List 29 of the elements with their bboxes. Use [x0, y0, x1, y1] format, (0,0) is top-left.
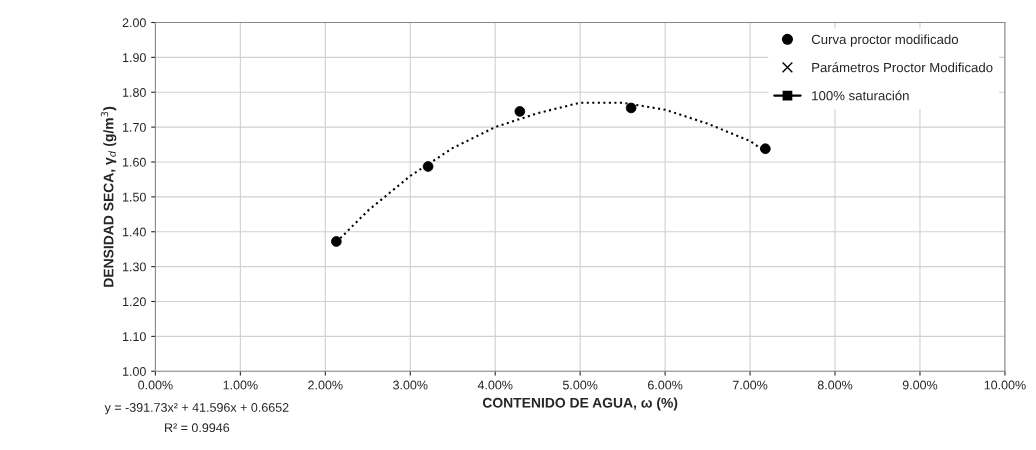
x-axis-title: CONTENIDO DE AGUA, ω (%)	[482, 397, 678, 411]
y-axis-title: DENSIDAD SECA, γ$_{d}$ (g/m$^{3}$)	[100, 106, 117, 287]
text: y = -391.73x² + 41.596x + 0.6652	[104, 403, 289, 415]
legend-label: Curva proctor modificado	[811, 34, 959, 47]
text: R² = 0.9946	[165, 423, 230, 433]
y-tick-label: 2.00	[122, 18, 146, 28]
y-tick-label: 1.50	[123, 192, 146, 202]
x-tick-label: 1.00%	[223, 380, 258, 390]
x-tick-label: 10.00%	[984, 380, 1026, 390]
x-tick-label: 4.00%	[477, 380, 513, 390]
x-tick-label: 5.00%	[562, 380, 598, 390]
x-tick-label: 9.00%	[902, 380, 938, 390]
y-tick-label: 1.90	[123, 53, 146, 63]
legend-label: Parámetros Proctor Modificado	[812, 62, 993, 73]
legend-label: 100% saturación	[812, 90, 909, 101]
y-tick-label: 1.10	[123, 332, 146, 342]
x-tick-label: 7.00%	[732, 380, 768, 390]
x-tick-label: 0.00%	[138, 380, 173, 390]
x-tick-label: 2.00%	[308, 380, 343, 390]
y-tick-label: 1.60	[123, 157, 146, 167]
x-tick-label: 6.00%	[648, 380, 683, 390]
y-tick-label: 1.20	[123, 297, 146, 307]
y-tick-label: 1.80	[123, 88, 146, 97]
y-tick-label: 1.30	[123, 262, 146, 272]
y-tick-label: 1.00	[123, 367, 146, 376]
y-tick-label: 1.70	[123, 122, 146, 132]
x-tick-label: 8.00%	[817, 380, 853, 390]
x-tick-label: 3.00%	[393, 380, 428, 390]
y-tick-label: 1.40	[123, 227, 146, 237]
